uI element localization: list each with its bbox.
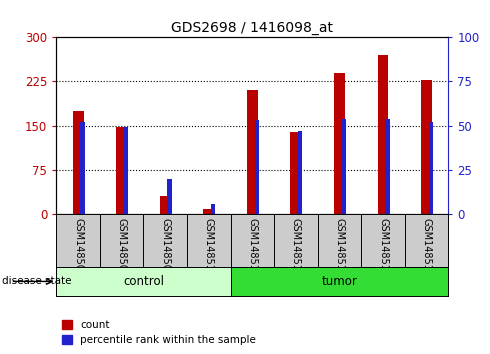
- Bar: [116, 127, 127, 214]
- Text: GSM148510: GSM148510: [204, 218, 214, 278]
- Bar: [385, 119, 390, 214]
- Bar: [168, 179, 172, 214]
- Text: GSM148511: GSM148511: [247, 218, 257, 278]
- Bar: [203, 210, 214, 214]
- Bar: [378, 55, 389, 214]
- Bar: [211, 204, 215, 214]
- Text: GSM148509: GSM148509: [160, 218, 170, 278]
- Bar: [334, 73, 345, 214]
- Bar: [231, 267, 448, 296]
- Text: tumor: tumor: [321, 275, 357, 288]
- Bar: [80, 122, 85, 214]
- Legend: count, percentile rank within the sample: count, percentile rank within the sample: [62, 320, 256, 345]
- Text: control: control: [123, 275, 164, 288]
- Bar: [160, 196, 171, 214]
- Text: GSM148512: GSM148512: [291, 218, 301, 278]
- Text: GSM148514: GSM148514: [378, 218, 388, 278]
- Bar: [298, 131, 302, 214]
- Text: GSM148507: GSM148507: [73, 218, 83, 278]
- Bar: [429, 122, 433, 214]
- Bar: [421, 80, 432, 214]
- Text: GSM148515: GSM148515: [421, 218, 432, 278]
- Bar: [73, 111, 84, 214]
- Bar: [254, 120, 259, 214]
- Text: disease state: disease state: [2, 276, 72, 286]
- Bar: [291, 132, 301, 214]
- Bar: [124, 127, 128, 214]
- Bar: [247, 90, 258, 214]
- Bar: [342, 119, 346, 214]
- Text: GSM148508: GSM148508: [117, 218, 127, 278]
- Text: GSM148513: GSM148513: [335, 218, 344, 278]
- Bar: [56, 267, 231, 296]
- Title: GDS2698 / 1416098_at: GDS2698 / 1416098_at: [172, 21, 333, 35]
